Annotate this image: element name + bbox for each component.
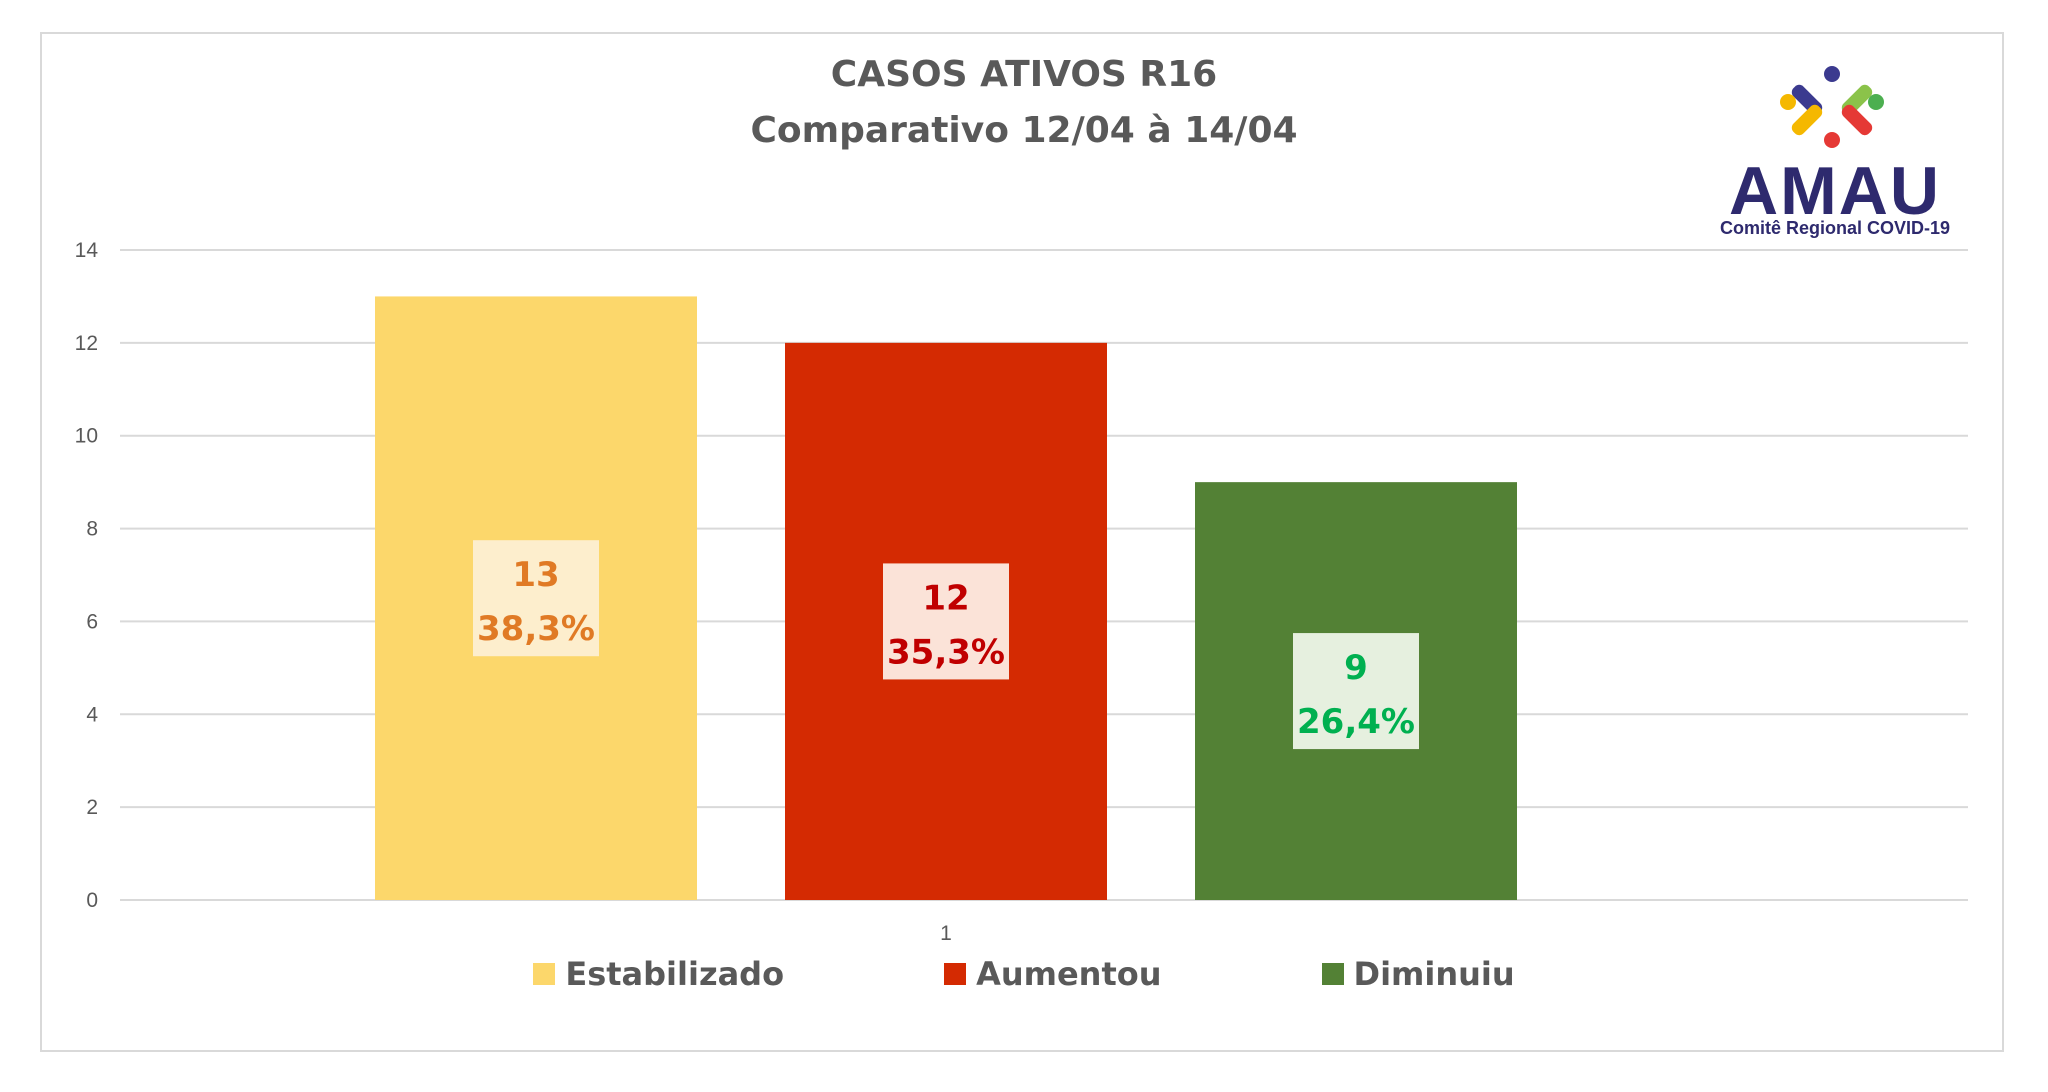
y-tick-label: 4: [86, 703, 98, 726]
legend-swatch: [533, 963, 556, 985]
legend-label: Diminuiu: [1353, 955, 1515, 993]
y-tick-label: 0: [86, 889, 98, 912]
y-tick-label: 12: [75, 332, 98, 355]
chart-legend: Estabilizado Aumentou Diminuiu: [0, 955, 2048, 993]
logo-subtitle: Comitê Regional COVID-19: [1719, 218, 1951, 238]
x-tick-label: 1: [940, 922, 952, 945]
y-tick-label: 2: [86, 796, 98, 819]
legend-item-estabilizado: Estabilizado: [533, 955, 784, 993]
y-tick-label: 14: [75, 239, 99, 262]
legend-swatch: [1321, 963, 1344, 985]
data-label-percent: 38,3%: [477, 609, 595, 649]
data-label-box: [883, 563, 1009, 680]
data-label-box: [473, 540, 599, 657]
data-label-value: 9: [1344, 648, 1368, 688]
data-label-value: 12: [922, 578, 969, 618]
y-tick-label: 6: [86, 610, 98, 633]
data-label-percent: 35,3%: [887, 632, 1005, 672]
data-label-value: 13: [512, 555, 559, 595]
chart-title: CASOS ATIVOS R16: [830, 54, 1218, 95]
logo-figures-icon: [1780, 66, 1884, 148]
legend-item-aumentou: Aumentou: [944, 955, 1162, 993]
y-tick-label: 10: [75, 425, 98, 448]
data-label-percent: 26,4%: [1297, 702, 1415, 742]
y-tick-label: 8: [86, 518, 98, 541]
logo-wordmark: AMAU: [1729, 153, 1941, 229]
legend-item-diminuiu: Diminuiu: [1321, 955, 1515, 993]
chart-subtitle: Comparativo 12/04 à 14/04: [750, 110, 1298, 151]
legend-swatch: [944, 963, 967, 985]
amau-logo: AMAU Comitê Regional COVID-19: [1700, 62, 1970, 242]
legend-label: Estabilizado: [565, 955, 785, 993]
legend-label: Aumentou: [976, 955, 1162, 993]
data-label-box: [1293, 633, 1419, 750]
